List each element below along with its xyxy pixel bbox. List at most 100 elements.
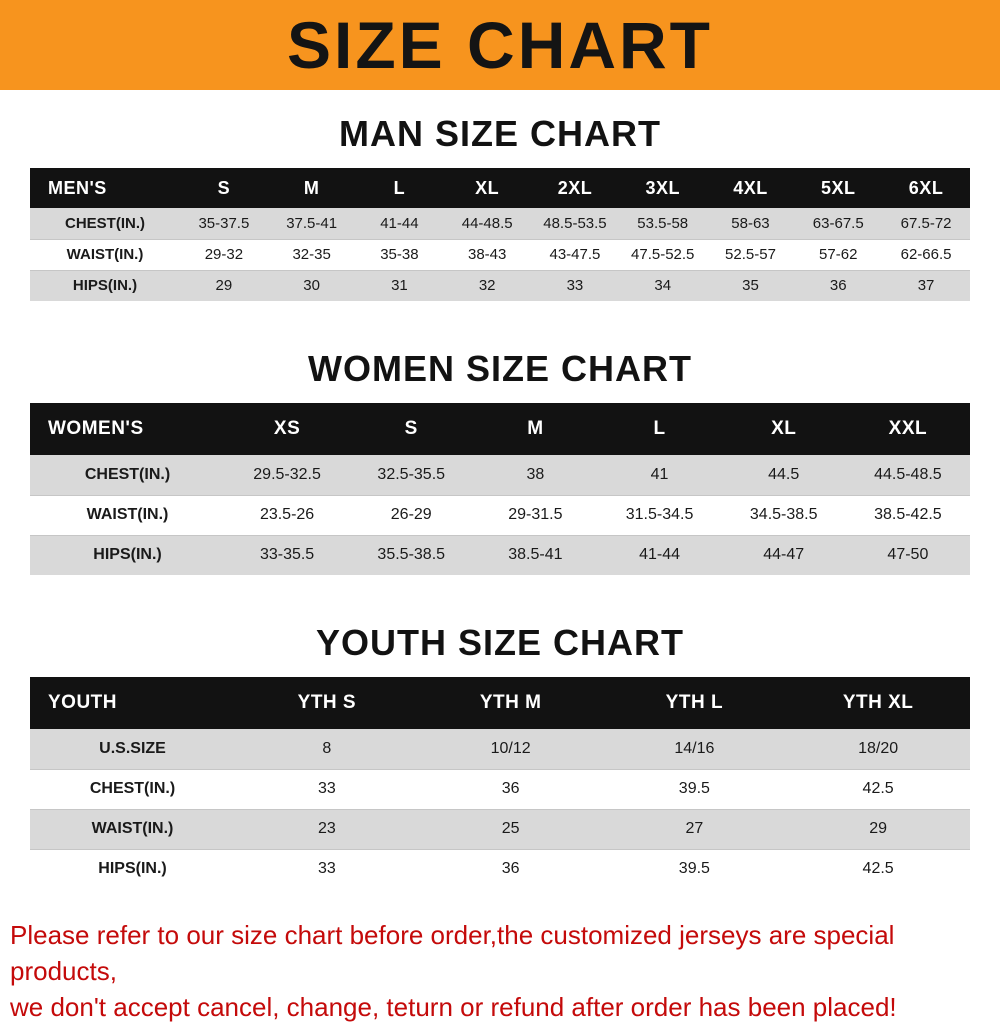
- size-value-cell: 31.5-34.5: [597, 495, 722, 535]
- youth-section-heading: YOUTH SIZE CHART: [315, 622, 684, 663]
- size-column-header: L: [597, 403, 722, 455]
- size-value-cell: 62-66.5: [882, 239, 970, 270]
- table-title-cell: YOUTH: [30, 677, 235, 729]
- size-column-header: YTH XL: [786, 677, 970, 729]
- size-value-cell: 29-31.5: [473, 495, 598, 535]
- size-column-header: 2XL: [531, 168, 619, 208]
- row-label-cell: HIPS(IN.): [30, 849, 235, 889]
- size-value-cell: 29.5-32.5: [225, 455, 350, 495]
- row-label-cell: CHEST(IN.): [30, 455, 225, 495]
- row-label-cell: WAIST(IN.): [30, 239, 180, 270]
- size-value-cell: 52.5-57: [706, 239, 795, 270]
- size-value-cell: 57-62: [794, 239, 883, 270]
- size-value-cell: 25: [418, 809, 603, 849]
- table-header-row: MEN'S S M L XL 2XL 3XL 4XL 5XL 6XL: [30, 168, 970, 208]
- table-row: U.S.SIZE 8 10/12 14/16 18/20: [30, 729, 970, 769]
- table-row: WAIST(IN.) 23 25 27 29: [30, 809, 970, 849]
- women-size-section: WOMEN SIZE CHART WOMEN'S XS S M L XL XXL CHEST(…: [0, 349, 1000, 575]
- size-value-cell: 32-35: [267, 239, 356, 270]
- size-column-header: L: [355, 168, 444, 208]
- size-column-header: XL: [443, 168, 532, 208]
- men-size-section: MAN SIZE CHART MEN'S S M L XL 2XL 3XL 4XL 5XL 6XL…: [0, 114, 1000, 301]
- size-column-header: XS: [225, 403, 350, 455]
- size-value-cell: 47.5-52.5: [618, 239, 707, 270]
- size-column-header: 6XL: [882, 168, 970, 208]
- size-value-cell: 38: [473, 455, 598, 495]
- size-value-cell: 38-43: [443, 239, 532, 270]
- size-column-header: YTH S: [235, 677, 419, 729]
- youth-size-table: YOUTH YTH S YTH M YTH L YTH XL U.S.SIZE 8 10/12…: [30, 677, 970, 889]
- size-value-cell: 36: [418, 769, 603, 809]
- size-value-cell: 63-67.5: [794, 208, 883, 239]
- size-value-cell: 18/20: [786, 729, 970, 769]
- size-value-cell: 33: [531, 270, 619, 301]
- row-label-cell: WAIST(IN.): [30, 809, 235, 849]
- table-row: HIPS(IN.) 33-35.5 35.5-38.5 38.5-41 41-44 44-…: [30, 535, 970, 575]
- row-label-cell: CHEST(IN.): [30, 208, 180, 239]
- women-section-heading: WOMEN SIZE CHART: [308, 348, 692, 389]
- size-value-cell: 37: [882, 270, 970, 301]
- table-row: CHEST(IN.) 35-37.5 37.5-41 41-44 44-48.5 48.5…: [30, 208, 970, 239]
- youth-size-section: YOUTH SIZE CHART YOUTH YTH S YTH M YTH L YTH…: [0, 623, 1000, 889]
- size-value-cell: 34.5-38.5: [721, 495, 846, 535]
- size-value-cell: 14/16: [602, 729, 787, 769]
- size-value-cell: 23.5-26: [225, 495, 350, 535]
- size-value-cell: 42.5: [786, 849, 970, 889]
- size-column-header: 5XL: [794, 168, 883, 208]
- table-title-cell: MEN'S: [30, 168, 180, 208]
- size-value-cell: 41-44: [355, 208, 444, 239]
- size-value-cell: 10/12: [418, 729, 603, 769]
- size-value-cell: 48.5-53.5: [531, 208, 619, 239]
- size-column-header: 3XL: [618, 168, 707, 208]
- size-value-cell: 43-47.5: [531, 239, 619, 270]
- men-size-table: MEN'S S M L XL 2XL 3XL 4XL 5XL 6XL CHEST(IN.) 35-37…: [30, 168, 970, 301]
- size-value-cell: 37.5-41: [267, 208, 356, 239]
- size-value-cell: 32: [443, 270, 532, 301]
- footer-note: Please refer to our size chart before or…: [0, 917, 1000, 1025]
- footer-line-2: we don't accept cancel, change, teturn o…: [10, 992, 897, 1022]
- size-value-cell: 44.5-48.5: [845, 455, 970, 495]
- size-value-cell: 30: [267, 270, 356, 301]
- banner: SIZE CHART: [0, 0, 1000, 90]
- size-value-cell: 38.5-41: [473, 535, 598, 575]
- size-column-header: YTH M: [418, 677, 603, 729]
- size-value-cell: 44.5: [721, 455, 846, 495]
- size-value-cell: 36: [418, 849, 603, 889]
- size-value-cell: 58-63: [706, 208, 795, 239]
- size-value-cell: 47-50: [845, 535, 970, 575]
- table-title-cell: WOMEN'S: [30, 403, 225, 455]
- men-section-heading: MAN SIZE CHART: [339, 113, 661, 154]
- size-value-cell: 33-35.5: [225, 535, 350, 575]
- size-value-cell: 35.5-38.5: [349, 535, 474, 575]
- page-title: SIZE CHART: [287, 8, 713, 82]
- size-column-header: M: [473, 403, 598, 455]
- table-row: WAIST(IN.) 23.5-26 26-29 29-31.5 31.5-34.5 34…: [30, 495, 970, 535]
- row-label-cell: HIPS(IN.): [30, 535, 225, 575]
- size-value-cell: 41: [597, 455, 722, 495]
- size-value-cell: 29: [786, 809, 970, 849]
- size-value-cell: 36: [794, 270, 883, 301]
- size-value-cell: 39.5: [602, 769, 787, 809]
- size-value-cell: 44-47: [721, 535, 846, 575]
- size-column-header: XL: [721, 403, 846, 455]
- size-column-header: S: [180, 168, 268, 208]
- size-value-cell: 38.5-42.5: [845, 495, 970, 535]
- size-column-header: 4XL: [706, 168, 795, 208]
- size-value-cell: 33: [235, 849, 419, 889]
- size-value-cell: 44-48.5: [443, 208, 532, 239]
- size-value-cell: 27: [602, 809, 787, 849]
- size-value-cell: 31: [355, 270, 444, 301]
- size-value-cell: 39.5: [602, 849, 787, 889]
- row-label-cell: CHEST(IN.): [30, 769, 235, 809]
- table-row: HIPS(IN.) 29 30 31 32 33 34 35 36 37: [30, 270, 970, 301]
- size-value-cell: 42.5: [786, 769, 970, 809]
- size-value-cell: 26-29: [349, 495, 474, 535]
- size-value-cell: 8: [235, 729, 419, 769]
- row-label-cell: HIPS(IN.): [30, 270, 180, 301]
- table-header-row: WOMEN'S XS S M L XL XXL: [30, 403, 970, 455]
- size-value-cell: 29-32: [180, 239, 268, 270]
- table-header-row: YOUTH YTH S YTH M YTH L YTH XL: [30, 677, 970, 729]
- size-value-cell: 33: [235, 769, 419, 809]
- size-value-cell: 35: [706, 270, 795, 301]
